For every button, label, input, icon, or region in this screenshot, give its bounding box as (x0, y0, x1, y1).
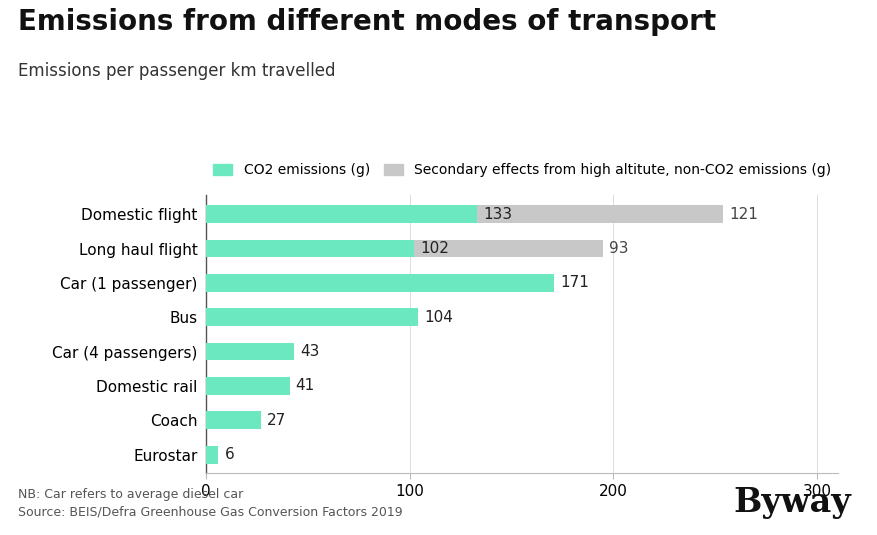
Bar (206, 377, 289, 395)
Bar (206, 411, 261, 429)
Bar (206, 446, 218, 463)
Text: 43: 43 (300, 344, 319, 359)
Text: 102: 102 (420, 241, 449, 256)
Text: 171: 171 (560, 276, 589, 291)
Text: Emissions from different modes of transport: Emissions from different modes of transp… (18, 8, 716, 36)
Text: 27: 27 (267, 412, 287, 428)
Text: 104: 104 (424, 310, 453, 325)
Bar (206, 308, 418, 326)
Bar (206, 274, 554, 292)
Legend: CO2 emissions (g), Secondary effects from high altitute, non-CO2 emissions (g): CO2 emissions (g), Secondary effects fro… (213, 163, 831, 177)
Text: 93: 93 (610, 241, 629, 256)
Text: Byway: Byway (733, 486, 851, 519)
Bar (206, 240, 414, 257)
Bar (414, 240, 603, 257)
Text: 133: 133 (483, 207, 512, 221)
Bar (206, 205, 477, 223)
Text: NB: Car refers to average diesel car
Source: BEIS/Defra Greenhouse Gas Conversio: NB: Car refers to average diesel car Sou… (18, 488, 403, 519)
Text: 121: 121 (730, 207, 759, 221)
Text: 41: 41 (296, 378, 315, 393)
Bar (477, 205, 724, 223)
Text: Emissions per passenger km travelled: Emissions per passenger km travelled (18, 62, 335, 80)
Bar (206, 342, 294, 361)
Text: 6: 6 (225, 447, 234, 462)
